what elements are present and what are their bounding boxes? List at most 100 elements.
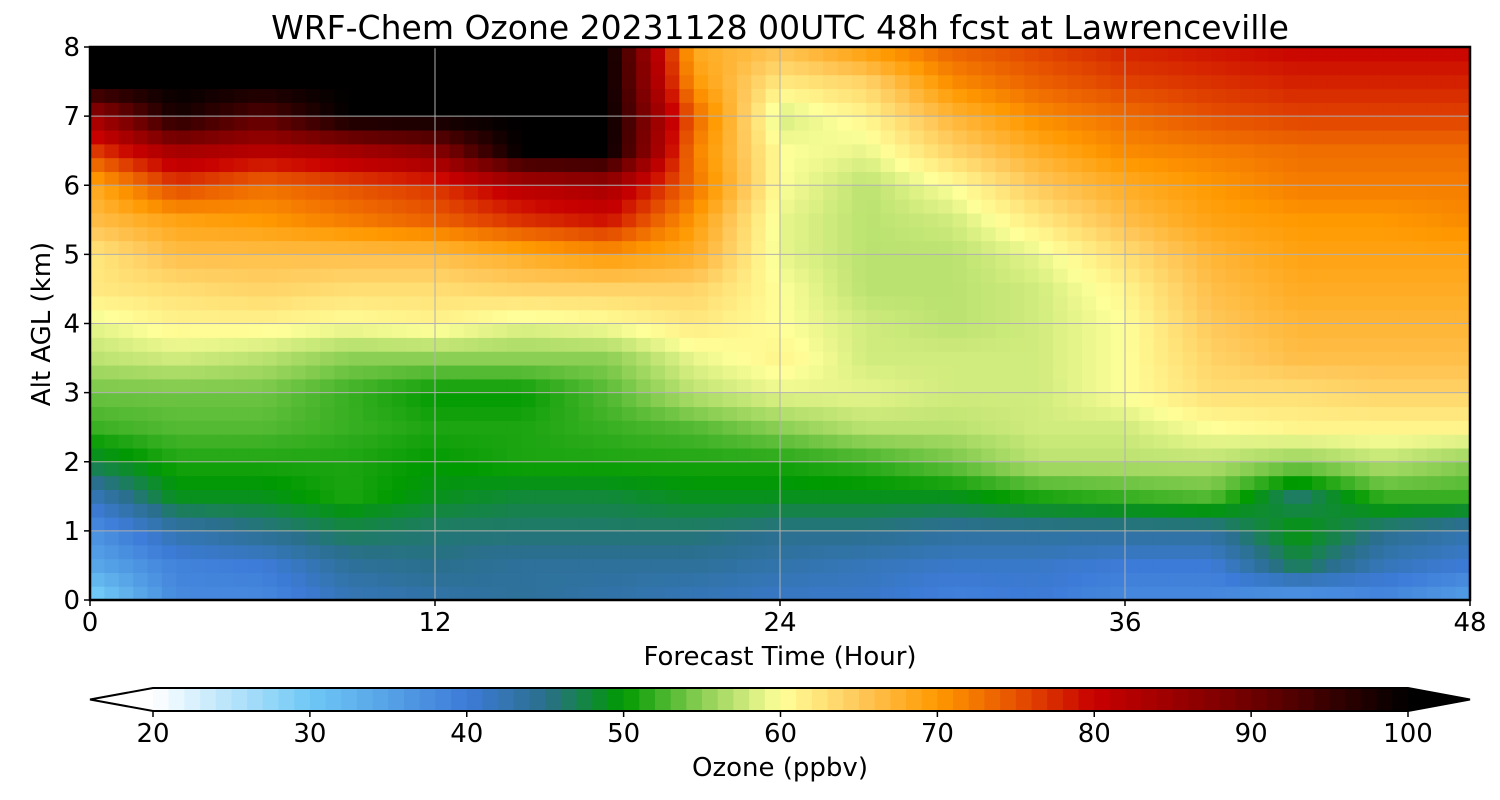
heatmap-cell (895, 337, 910, 352)
heatmap-cell (808, 475, 824, 490)
heatmap-cell (679, 406, 695, 421)
heatmap-cell (1398, 489, 1414, 504)
heatmap-cell (1441, 544, 1457, 560)
heatmap-cell (205, 157, 220, 173)
heatmap-cell (1024, 143, 1040, 159)
heatmap-cell (1240, 240, 1255, 255)
heatmap-cell (1383, 88, 1399, 103)
heatmap-cell (420, 420, 436, 435)
heatmap-cell (981, 212, 997, 228)
heatmap-cell (736, 212, 752, 228)
heatmap-cell (1153, 212, 1169, 228)
heatmap-cell (607, 364, 623, 380)
heatmap-cell (1096, 268, 1112, 283)
heatmap-cell (923, 461, 939, 477)
heatmap-cell (966, 282, 982, 297)
heatmap-cell (1455, 116, 1471, 131)
heatmap-cell (377, 309, 393, 325)
heatmap-cell (248, 74, 264, 90)
heatmap-cell (104, 364, 120, 380)
heatmap-cell (1196, 199, 1212, 214)
heatmap-cell (176, 226, 192, 242)
heatmap-cell (276, 171, 292, 186)
heatmap-cell (765, 530, 781, 546)
heatmap-cell (1383, 171, 1399, 186)
heatmap-cell (1225, 185, 1241, 200)
heatmap-cell (205, 143, 220, 159)
heatmap-cell (478, 420, 494, 435)
heatmap-cell (205, 586, 220, 601)
heatmap-cell (1110, 309, 1126, 325)
heatmap-cell (133, 143, 149, 159)
heatmap-cell (564, 240, 580, 255)
heatmap-cell (851, 323, 867, 338)
heatmap-cell (348, 475, 364, 490)
heatmap-cell (966, 268, 982, 283)
heatmap-cell (377, 157, 393, 173)
heatmap-cell (995, 47, 1011, 62)
heatmap-cell (851, 116, 867, 131)
heatmap-cell (1355, 185, 1370, 200)
heatmap-cell (593, 212, 609, 228)
heatmap-cell (1240, 337, 1255, 352)
heatmap-cell (1038, 558, 1054, 573)
heatmap-cell (1268, 434, 1284, 449)
heatmap-cell (1096, 60, 1112, 76)
heatmap-cell (765, 143, 781, 159)
heatmap-cell (1110, 226, 1126, 242)
heatmap-cell (262, 420, 278, 435)
heatmap-cell (1053, 337, 1069, 352)
heatmap-cell (219, 461, 235, 477)
heatmap-cell (1311, 143, 1327, 159)
heatmap-cell (90, 447, 105, 463)
heatmap-cell (736, 475, 752, 490)
heatmap-cell (578, 171, 594, 186)
heatmap-cell (722, 116, 738, 131)
heatmap-cell (406, 475, 422, 490)
heatmap-cell (133, 282, 149, 297)
heatmap-cell (966, 503, 982, 518)
heatmap-cell (650, 323, 666, 338)
heatmap-cell (823, 558, 839, 573)
heatmap-cell (391, 282, 407, 297)
heatmap-cell (981, 129, 997, 145)
heatmap-cell (147, 530, 163, 546)
heatmap-cell (722, 295, 738, 311)
heatmap-cell (521, 240, 537, 255)
heatmap-cell (895, 102, 910, 117)
heatmap-cell (348, 88, 364, 103)
heatmap-cell (952, 240, 968, 255)
heatmap-cell (1096, 47, 1112, 62)
heatmap-cell (1096, 406, 1112, 421)
heatmap-cell (506, 282, 522, 297)
heatmap-cell (1283, 47, 1299, 62)
heatmap-cell (363, 157, 379, 173)
heatmap-cell (1369, 517, 1385, 532)
heatmap-cell (693, 129, 709, 145)
heatmap-cell (1441, 129, 1457, 145)
heatmap-cell (1010, 254, 1025, 269)
heatmap-cell (1196, 102, 1212, 117)
heatmap-cell (420, 171, 436, 186)
heatmap-cell (435, 351, 450, 366)
heatmap-cell (866, 240, 882, 255)
heatmap-cell (679, 199, 695, 214)
heatmap-cell (650, 406, 666, 421)
heatmap-cell (1254, 88, 1270, 103)
heatmap-cell (90, 586, 105, 601)
heatmap-cell (1240, 157, 1255, 173)
heatmap-cell (837, 129, 853, 145)
heatmap-cell (995, 309, 1011, 325)
heatmap-cell (636, 185, 652, 200)
heatmap-cell (909, 420, 925, 435)
heatmap-cell (895, 129, 910, 145)
heatmap-cell (1110, 171, 1126, 186)
heatmap-cell (823, 309, 839, 325)
heatmap-cell (291, 475, 307, 490)
heatmap-cell (348, 517, 364, 532)
heatmap-cell (550, 157, 565, 173)
heatmap-cell (679, 447, 695, 463)
heatmap-cell (866, 544, 882, 560)
heatmap-cell (578, 447, 594, 463)
heatmap-cell (736, 157, 752, 173)
